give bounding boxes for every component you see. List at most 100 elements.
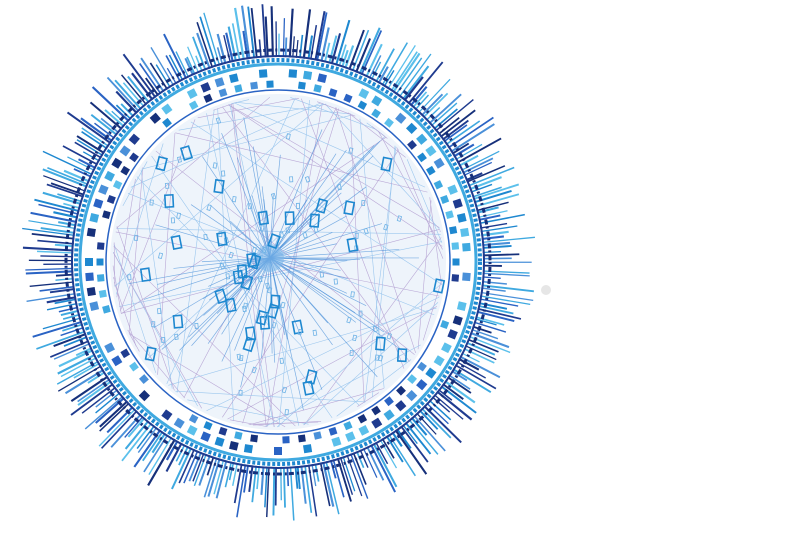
spike bbox=[412, 91, 428, 109]
wire-line bbox=[122, 161, 148, 206]
glyph bbox=[257, 210, 270, 226]
spike bbox=[431, 396, 451, 413]
spike bbox=[98, 408, 136, 447]
block bbox=[200, 431, 211, 442]
block bbox=[462, 272, 471, 282]
spike bbox=[258, 39, 262, 58]
wire-line bbox=[371, 126, 388, 139]
glyph bbox=[247, 203, 252, 210]
ray bbox=[269, 257, 357, 323]
ray bbox=[188, 257, 271, 338]
wire-line bbox=[359, 118, 385, 389]
spike bbox=[454, 364, 497, 390]
spike bbox=[453, 143, 475, 158]
wire-line bbox=[304, 237, 442, 426]
spike bbox=[286, 466, 290, 487]
spike bbox=[36, 330, 86, 350]
block bbox=[425, 367, 437, 379]
spike bbox=[481, 284, 534, 293]
spike bbox=[458, 357, 480, 371]
block bbox=[243, 444, 254, 454]
block bbox=[200, 82, 211, 93]
glyph bbox=[177, 156, 182, 163]
spike bbox=[403, 76, 424, 102]
spike bbox=[82, 151, 100, 162]
spike bbox=[330, 33, 342, 65]
glyph bbox=[264, 313, 269, 320]
ray bbox=[221, 132, 271, 259]
glyph bbox=[279, 231, 285, 238]
spike bbox=[456, 361, 486, 379]
glyph bbox=[172, 314, 184, 329]
glyph bbox=[304, 175, 311, 183]
wire-line bbox=[120, 119, 196, 311]
block bbox=[161, 409, 173, 421]
glyph bbox=[236, 353, 242, 361]
spike bbox=[466, 341, 496, 356]
spike bbox=[28, 220, 76, 230]
spike bbox=[228, 461, 235, 481]
wire-line bbox=[422, 278, 443, 341]
block bbox=[407, 139, 417, 150]
ray bbox=[179, 257, 271, 351]
spike bbox=[329, 459, 337, 479]
spike bbox=[247, 6, 256, 59]
glyph bbox=[161, 336, 166, 343]
ray bbox=[269, 145, 375, 259]
spike bbox=[40, 227, 76, 234]
glyph bbox=[352, 334, 358, 342]
spike bbox=[437, 117, 460, 135]
spike bbox=[127, 75, 150, 104]
spike bbox=[148, 436, 173, 476]
spike bbox=[472, 325, 492, 334]
ray bbox=[155, 224, 271, 259]
glyph bbox=[396, 215, 403, 222]
glyph bbox=[333, 278, 338, 285]
spike bbox=[76, 139, 104, 157]
ray bbox=[261, 257, 271, 358]
spike bbox=[84, 395, 124, 430]
glyph bbox=[378, 354, 384, 362]
glyph bbox=[203, 233, 208, 241]
spike bbox=[250, 7, 258, 59]
glyph bbox=[212, 162, 218, 169]
glyph bbox=[163, 193, 175, 209]
glyph bbox=[242, 336, 256, 353]
ray bbox=[269, 257, 333, 346]
glyph bbox=[157, 308, 162, 315]
spike bbox=[236, 464, 247, 518]
block bbox=[452, 258, 460, 266]
ray bbox=[269, 257, 385, 333]
spike bbox=[192, 36, 207, 71]
glyph bbox=[266, 303, 280, 319]
block bbox=[129, 361, 139, 372]
spike bbox=[46, 183, 84, 198]
block bbox=[384, 117, 394, 128]
wire-line bbox=[119, 241, 442, 307]
glyph bbox=[343, 200, 356, 216]
spike bbox=[356, 450, 365, 469]
wire-line bbox=[190, 121, 442, 285]
block bbox=[407, 374, 417, 385]
ray bbox=[269, 155, 374, 259]
block bbox=[234, 431, 243, 440]
wire-line bbox=[234, 102, 426, 188]
spike bbox=[40, 255, 74, 258]
block bbox=[86, 227, 96, 238]
block bbox=[288, 69, 298, 78]
block bbox=[433, 180, 444, 190]
spike bbox=[232, 462, 239, 486]
glyph bbox=[297, 328, 303, 336]
spike bbox=[115, 104, 132, 120]
spike bbox=[243, 464, 249, 493]
spike bbox=[136, 425, 156, 450]
block bbox=[396, 385, 406, 396]
spike bbox=[53, 211, 79, 219]
block bbox=[452, 315, 463, 326]
spike bbox=[89, 101, 123, 130]
block bbox=[274, 447, 282, 455]
glyph bbox=[304, 369, 318, 385]
spike bbox=[81, 130, 108, 150]
block bbox=[343, 421, 353, 431]
spike bbox=[240, 5, 251, 60]
